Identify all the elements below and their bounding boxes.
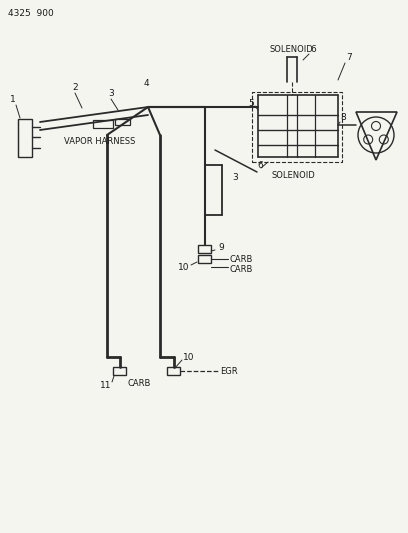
Bar	[198, 255, 211, 263]
Text: CARB: CARB	[230, 265, 253, 274]
Text: 8: 8	[340, 114, 346, 123]
Text: 9: 9	[218, 244, 224, 253]
Text: 7: 7	[346, 53, 352, 62]
Text: 10: 10	[178, 263, 189, 272]
Bar	[18, 119, 32, 157]
Text: VAPOR HARNESS: VAPOR HARNESS	[64, 138, 135, 147]
Text: 3: 3	[108, 90, 114, 99]
Text: EGR: EGR	[220, 367, 237, 376]
Bar	[93, 120, 113, 128]
Text: CARB: CARB	[230, 254, 253, 263]
Text: SOLENOID: SOLENOID	[270, 45, 314, 54]
Text: 1: 1	[10, 95, 16, 104]
Bar	[113, 367, 126, 375]
Text: 4325  900: 4325 900	[8, 9, 54, 18]
Text: 11: 11	[100, 381, 111, 390]
Text: CARB: CARB	[128, 378, 151, 387]
Text: 6: 6	[310, 45, 316, 54]
Text: 4: 4	[144, 78, 150, 87]
Bar	[252, 92, 342, 162]
Text: 10: 10	[183, 352, 195, 361]
Text: SOLENOID: SOLENOID	[272, 171, 316, 180]
Bar	[115, 119, 130, 125]
Text: 5: 5	[248, 99, 254, 108]
Bar	[167, 367, 180, 375]
Bar	[198, 245, 211, 253]
Text: 2: 2	[72, 84, 78, 93]
Text: 3: 3	[232, 174, 238, 182]
Text: 6: 6	[257, 160, 263, 169]
